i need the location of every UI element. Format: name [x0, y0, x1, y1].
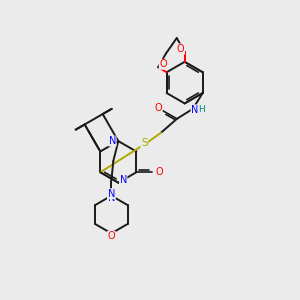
Text: O: O	[155, 167, 163, 177]
Text: N: N	[108, 189, 115, 199]
Text: O: O	[107, 231, 115, 241]
Text: H: H	[198, 105, 205, 114]
Text: S: S	[141, 138, 148, 148]
Text: N: N	[191, 105, 199, 115]
Text: O: O	[154, 103, 162, 113]
Text: N: N	[120, 175, 127, 185]
Text: N: N	[109, 136, 116, 146]
Text: O: O	[177, 44, 184, 54]
Text: O: O	[159, 59, 167, 69]
Text: N: N	[108, 193, 115, 202]
